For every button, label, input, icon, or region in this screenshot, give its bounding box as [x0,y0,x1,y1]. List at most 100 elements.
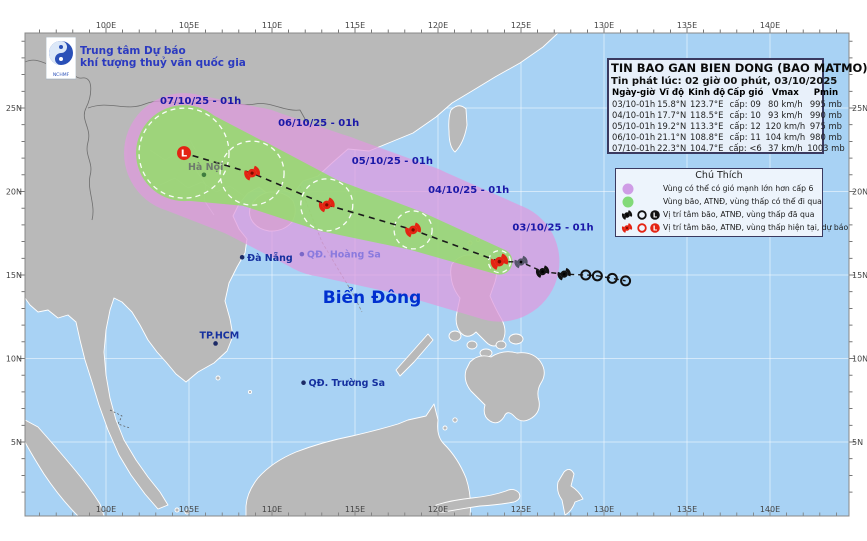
forecast-table-cell: 15.8°N [657,99,687,109]
forecast-table-cell: 104 km/h [765,132,806,142]
low-pressure-letter: L [653,224,658,232]
place-labels: 03/10/25 - 01h 04/10/25 - 01h 05/10/25 - 0… [160,96,594,389]
uncertainty-circle [219,140,285,206]
forecast-table-cell: 1003 mb [807,143,845,153]
axis-label-top: 120E [428,21,448,30]
axis-label-top: 140E [760,21,780,30]
forecast-storm-symbol [244,165,260,181]
date-label: 05/10/25 - 01h [352,156,433,167]
axis-label-bottom: 115E [345,505,365,514]
forecast-table-cell: 93 km/h [768,110,803,120]
legend-depression-icon [637,222,647,233]
legend-storm-icon [621,222,633,233]
forecast-table-cell: 05/10-01h [612,121,656,131]
axis-label-top: 105E [179,21,199,30]
bulletin-issued-time: Tin phát lúc: 02 giờ 00 phút, 03/10/2025 [611,76,838,87]
forecast-table-row: 05/10-01h 19.2°N 113.3°E cấp: 12 120 km/h 975… [611,121,846,132]
legend-box: Chú Thích Vùng có thể có gió mạnh lớn hơ… [615,168,848,237]
current-markers-swatch: L [621,222,660,233]
axis-label-left: 10N [6,355,22,364]
land-island [247,389,253,395]
uncertainty-circle [393,210,433,250]
forecast-table-row: 07/10-01h 22.3°N 104.7°E cấp: <6 37 km/h 1003… [611,143,846,154]
place-label: QĐ. Hoàng Sa [307,250,381,261]
place-label: TP.HCM [200,330,240,341]
forecast-table-row: 06/10-01h 21.1°N 108.8°E cấp: 11 104 km/h 980… [611,132,846,143]
axis-label-left: 15N [6,271,22,280]
uncertainty-circle [138,107,230,199]
agency-name-line1: Trung tâm Dự báo [80,45,186,57]
axis-label-top: 125E [511,21,531,30]
legend-item: Vùng có thể có gió mạnh lớn hơn cấp 6 [619,182,819,195]
axis-labels: 100E 100E 105E 105E 110E 110E 115E 115E 120E 120E… [6,21,867,516]
axis-label-left: 25N [6,104,22,113]
land-sulawesi [435,488,521,513]
axis-label-top: 110E [262,21,282,30]
legend-depression-icon [637,209,647,220]
past-position-circle [591,270,603,282]
current-storm-symbol [490,253,509,270]
axis-label-right: 20N [852,188,867,197]
forecast-table-cell: cấp: 11 [729,132,761,142]
low-pressure-letter: L [653,211,658,219]
axis-label-bottom: 110E [262,505,282,514]
place-label: QĐ. Trường Sa [309,378,386,389]
forecast-table-header: Cấp gió [727,88,764,98]
place-dot [301,380,306,386]
uncertainty-circle [300,178,354,232]
forecast-table-cell: 123.7°E [689,99,724,109]
forecast-table-row: 04/10-01h 17.7°N 118.5°E cấp: 10 93 km/h 990 … [611,110,846,121]
legend-item: L Vị trí tâm bão, ATNĐ, vùng thấp đã qua [619,208,819,221]
land-island [508,333,524,345]
sea-name-label: Biển Đông [323,286,422,308]
nchmf-logo: NCHMF [46,37,76,80]
forecast-table-header: Ngày-giờ [612,88,656,98]
place-label: Đà Nẵng [247,253,293,264]
axis-label-right: 5N [852,438,863,447]
agency-name-line2: khí tượng thuỷ văn quốc gia [80,57,246,69]
forecast-table-cell: 21.1°N [657,132,687,142]
land-island [495,340,507,350]
forecast-table-cell: 980 mb [809,132,842,142]
map-frame [24,32,850,517]
axis-label-left: 20N [6,188,22,197]
land-island [442,425,448,431]
forecast-storm-symbol [405,222,421,238]
forecast-table-cell: 975 mb [809,121,842,131]
land-borneo [245,403,471,517]
forecast-table-cell: 03/10-01h [612,99,656,109]
forecast-table-cell: 07/10-01h [612,143,656,153]
bulletin-box: TIN BAO GAN BIEN DONG (BAO MATMO)- Tin p… [607,58,867,154]
land-island [174,507,180,513]
axis-label-top: 100E [96,21,116,30]
place-dot [213,341,218,346]
forecast-table-cell: 108.8°E [689,132,724,142]
past-position-circle [620,275,632,287]
land-palawan [395,333,434,377]
land-island [215,375,221,381]
axis-label-bottom: 140E [760,505,780,514]
axis-label-top: 135E [677,21,697,30]
forecast-table-cell: 04/10-01h [612,110,656,120]
forecast-table-cell: 06/10-01h [612,132,656,142]
forecast-table-cell: cấp: 12 [729,121,761,131]
forecast-table-cell: cấp: 09 [729,99,761,109]
purple-zone-swatch [622,183,634,194]
land-island [466,340,478,350]
legend-item-label: Vị trí tâm bão, ATNĐ, vùng thấp hiện tại… [663,223,849,232]
forecast-table-header: Pmin [813,88,839,98]
axis-label-bottom: 130E [594,505,614,514]
forecast-storm-symbol [318,197,335,213]
forecast-table-cell: 118.5°E [689,110,724,120]
legend-item-label: Vùng bão, ATNĐ, vùng thấp có thể đi qua [663,197,822,206]
place-dot [239,254,245,260]
storm-symbols: L [177,146,632,287]
forecast-table-cell: 19.2°N [657,121,687,131]
forecast-table-cell: cấp: 10 [729,110,761,120]
forecast-table-cell: 990 mb [809,110,842,120]
axis-label-bottom: 125E [511,505,531,514]
low-pressure-letter: L [181,149,187,160]
legend-title: Chú Thích [695,170,743,181]
forecast-table-header: Vmax [771,88,799,98]
